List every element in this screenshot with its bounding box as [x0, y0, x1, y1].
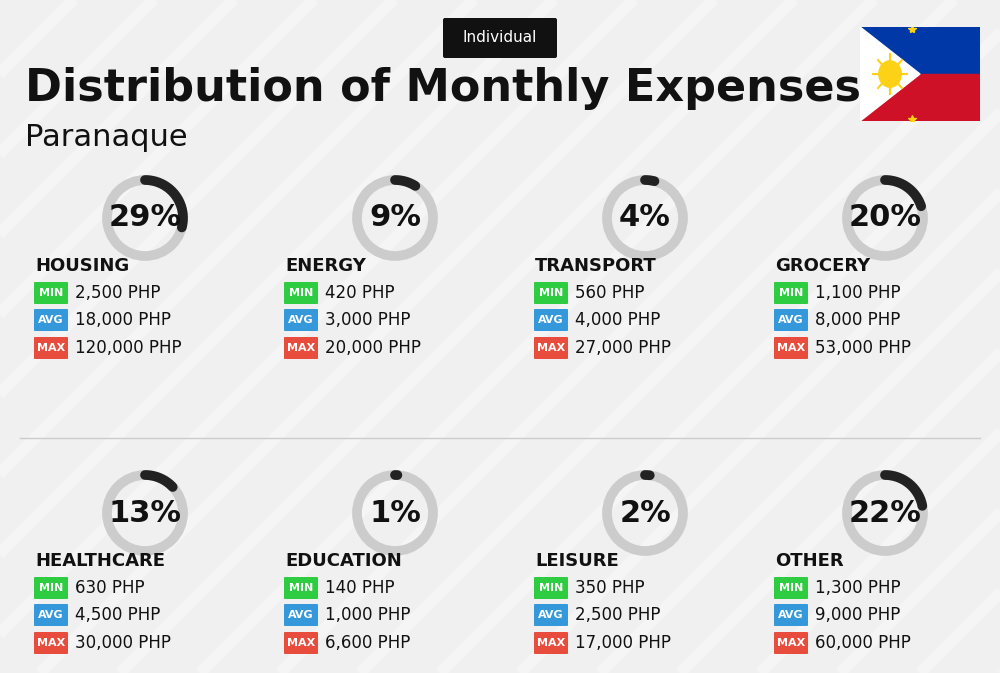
Text: 22%: 22%	[849, 499, 921, 528]
Text: GROCERY: GROCERY	[775, 257, 870, 275]
Text: ENERGY: ENERGY	[285, 257, 366, 275]
FancyBboxPatch shape	[774, 604, 808, 626]
FancyBboxPatch shape	[774, 577, 808, 599]
FancyBboxPatch shape	[534, 577, 568, 599]
FancyBboxPatch shape	[774, 282, 808, 304]
Text: MAX: MAX	[37, 343, 65, 353]
Text: AVG: AVG	[538, 315, 564, 325]
Text: 20%: 20%	[848, 203, 922, 232]
Text: 30,000 PHP: 30,000 PHP	[75, 634, 171, 652]
Text: 4,500 PHP: 4,500 PHP	[75, 606, 160, 624]
Text: MIN: MIN	[539, 288, 563, 298]
FancyBboxPatch shape	[34, 604, 68, 626]
Text: 60,000 PHP: 60,000 PHP	[815, 634, 911, 652]
Text: 4%: 4%	[619, 203, 671, 232]
FancyBboxPatch shape	[443, 18, 557, 58]
Text: 630 PHP: 630 PHP	[75, 579, 145, 597]
Text: MIN: MIN	[779, 288, 803, 298]
Text: 9,000 PHP: 9,000 PHP	[815, 606, 900, 624]
FancyBboxPatch shape	[534, 282, 568, 304]
Text: AVG: AVG	[288, 610, 314, 620]
FancyBboxPatch shape	[284, 577, 318, 599]
FancyBboxPatch shape	[34, 337, 68, 359]
Text: MAX: MAX	[287, 638, 315, 648]
FancyBboxPatch shape	[284, 282, 318, 304]
Text: 1%: 1%	[369, 499, 421, 528]
FancyBboxPatch shape	[284, 632, 318, 654]
Text: 18,000 PHP: 18,000 PHP	[75, 311, 171, 329]
FancyBboxPatch shape	[774, 309, 808, 331]
Text: Paranaque: Paranaque	[25, 124, 188, 153]
Text: 420 PHP: 420 PHP	[325, 284, 395, 302]
Text: 1,000 PHP: 1,000 PHP	[325, 606, 411, 624]
FancyBboxPatch shape	[774, 337, 808, 359]
FancyBboxPatch shape	[284, 309, 318, 331]
FancyBboxPatch shape	[34, 577, 68, 599]
Text: MAX: MAX	[37, 638, 65, 648]
Text: 13%: 13%	[108, 499, 182, 528]
Text: EDUCATION: EDUCATION	[285, 552, 402, 570]
FancyBboxPatch shape	[774, 632, 808, 654]
Text: AVG: AVG	[538, 610, 564, 620]
Text: Distribution of Monthly Expenses: Distribution of Monthly Expenses	[25, 67, 861, 110]
Text: 1,300 PHP: 1,300 PHP	[815, 579, 901, 597]
Text: 29%: 29%	[108, 203, 182, 232]
FancyBboxPatch shape	[534, 604, 568, 626]
Text: AVG: AVG	[288, 315, 314, 325]
Text: LEISURE: LEISURE	[535, 552, 619, 570]
FancyBboxPatch shape	[534, 337, 568, 359]
Text: 2%: 2%	[619, 499, 671, 528]
Text: 9%: 9%	[369, 203, 421, 232]
Circle shape	[879, 61, 901, 87]
Text: MIN: MIN	[289, 583, 313, 593]
Text: MAX: MAX	[777, 343, 805, 353]
FancyBboxPatch shape	[534, 309, 568, 331]
Text: 350 PHP: 350 PHP	[575, 579, 645, 597]
FancyBboxPatch shape	[34, 632, 68, 654]
Text: 3,000 PHP: 3,000 PHP	[325, 311, 411, 329]
Text: OTHER: OTHER	[775, 552, 844, 570]
Text: TRANSPORT: TRANSPORT	[535, 257, 657, 275]
Text: 1,100 PHP: 1,100 PHP	[815, 284, 901, 302]
Text: MIN: MIN	[539, 583, 563, 593]
FancyBboxPatch shape	[534, 632, 568, 654]
FancyBboxPatch shape	[34, 282, 68, 304]
Text: AVG: AVG	[778, 610, 804, 620]
Text: AVG: AVG	[778, 315, 804, 325]
Text: HEALTHCARE: HEALTHCARE	[35, 552, 165, 570]
Text: MAX: MAX	[537, 638, 565, 648]
Text: MIN: MIN	[39, 288, 63, 298]
Text: 6,600 PHP: 6,600 PHP	[325, 634, 410, 652]
Text: AVG: AVG	[38, 315, 64, 325]
Text: MIN: MIN	[39, 583, 63, 593]
Polygon shape	[860, 27, 920, 121]
Text: Individual: Individual	[463, 30, 537, 46]
Text: MAX: MAX	[287, 343, 315, 353]
Text: 120,000 PHP: 120,000 PHP	[75, 339, 182, 357]
Text: 20,000 PHP: 20,000 PHP	[325, 339, 421, 357]
Text: 4,000 PHP: 4,000 PHP	[575, 311, 660, 329]
Text: MAX: MAX	[777, 638, 805, 648]
Text: MAX: MAX	[537, 343, 565, 353]
Text: MIN: MIN	[289, 288, 313, 298]
Text: HOUSING: HOUSING	[35, 257, 129, 275]
Text: MIN: MIN	[779, 583, 803, 593]
FancyBboxPatch shape	[34, 309, 68, 331]
Text: 2,500 PHP: 2,500 PHP	[575, 606, 660, 624]
Bar	[860, 27, 980, 74]
Text: 27,000 PHP: 27,000 PHP	[575, 339, 671, 357]
Text: 140 PHP: 140 PHP	[325, 579, 395, 597]
Text: 53,000 PHP: 53,000 PHP	[815, 339, 911, 357]
Bar	[860, 74, 980, 121]
Text: AVG: AVG	[38, 610, 64, 620]
FancyBboxPatch shape	[284, 337, 318, 359]
Text: 8,000 PHP: 8,000 PHP	[815, 311, 900, 329]
FancyBboxPatch shape	[284, 604, 318, 626]
Text: 17,000 PHP: 17,000 PHP	[575, 634, 671, 652]
Text: 2,500 PHP: 2,500 PHP	[75, 284, 160, 302]
Text: 560 PHP: 560 PHP	[575, 284, 644, 302]
